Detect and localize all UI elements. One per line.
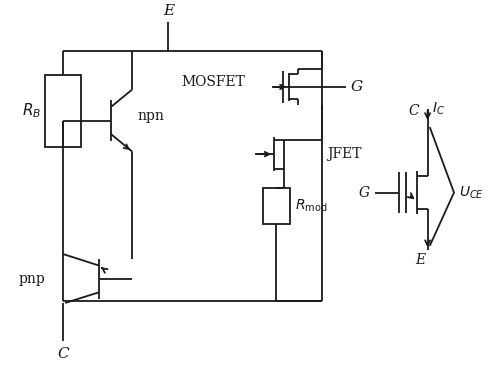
Text: C: C [408, 104, 419, 118]
Bar [263, 188, 289, 224]
Bar [44, 75, 81, 147]
Text: G: G [359, 186, 370, 200]
Text: E: E [163, 4, 174, 18]
Text: G: G [351, 80, 363, 94]
Text: npn: npn [137, 109, 164, 123]
Text: $R_{\mathrm{mod}}$: $R_{\mathrm{mod}}$ [296, 197, 328, 214]
Text: JFET: JFET [327, 147, 362, 161]
Text: $U_{CE}$: $U_{CE}$ [459, 184, 484, 201]
Text: MOSFET: MOSFET [182, 75, 245, 89]
Text: $I_C$: $I_C$ [432, 100, 446, 117]
Text: pnp: pnp [18, 272, 45, 286]
Text: E: E [416, 252, 426, 266]
Text: $R_B$: $R_B$ [22, 102, 41, 120]
Text: C: C [57, 347, 68, 361]
